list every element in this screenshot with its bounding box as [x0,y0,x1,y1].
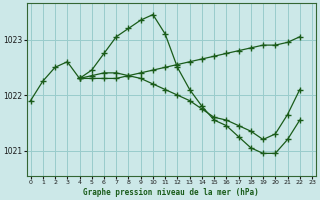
X-axis label: Graphe pression niveau de la mer (hPa): Graphe pression niveau de la mer (hPa) [84,188,259,197]
